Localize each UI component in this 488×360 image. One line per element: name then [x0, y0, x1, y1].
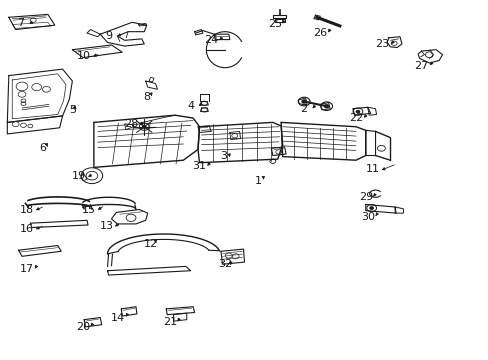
Text: 32: 32 — [218, 258, 231, 269]
Text: 5: 5 — [69, 105, 76, 115]
Text: 23: 23 — [375, 39, 388, 49]
Text: 14: 14 — [111, 312, 125, 323]
Text: 8: 8 — [143, 92, 150, 102]
Text: 3: 3 — [220, 150, 227, 161]
Text: 4: 4 — [187, 101, 194, 111]
Text: 21: 21 — [163, 317, 177, 327]
Text: 22: 22 — [348, 113, 363, 123]
Text: 13: 13 — [100, 221, 113, 231]
Circle shape — [324, 104, 328, 108]
Text: 26: 26 — [313, 28, 326, 38]
Text: 11: 11 — [365, 164, 379, 174]
Text: 7: 7 — [17, 18, 24, 28]
Text: 25: 25 — [267, 19, 281, 30]
Text: 24: 24 — [203, 35, 218, 45]
Text: 31: 31 — [192, 161, 206, 171]
Text: 12: 12 — [143, 239, 157, 249]
Circle shape — [301, 100, 306, 103]
Text: 29: 29 — [358, 192, 372, 202]
Text: 9: 9 — [105, 31, 112, 41]
Text: 6: 6 — [40, 143, 46, 153]
Text: 10: 10 — [77, 51, 91, 61]
Text: 18: 18 — [20, 204, 34, 215]
Text: 27: 27 — [413, 60, 428, 71]
Text: 1: 1 — [254, 176, 261, 186]
Text: 20: 20 — [76, 322, 90, 332]
Text: 15: 15 — [82, 204, 96, 215]
Circle shape — [369, 207, 373, 210]
Text: 28: 28 — [123, 119, 138, 129]
Text: 30: 30 — [360, 212, 374, 222]
Text: 2: 2 — [300, 104, 307, 114]
Text: 19: 19 — [72, 171, 86, 181]
Text: 16: 16 — [20, 224, 34, 234]
Circle shape — [142, 125, 146, 128]
Text: 17: 17 — [20, 264, 34, 274]
Circle shape — [355, 110, 359, 113]
